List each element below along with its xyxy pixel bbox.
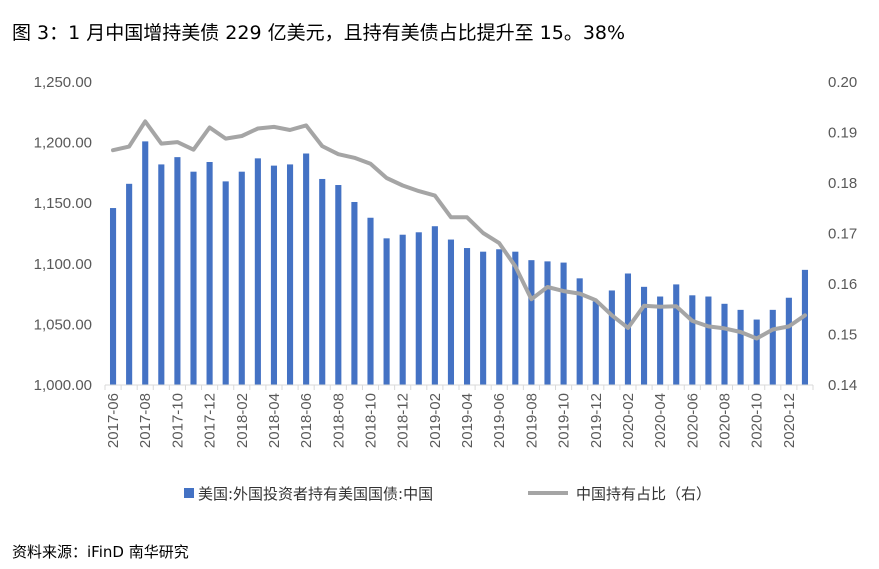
left-tick-label: 1,100.00 [34, 256, 92, 273]
bar [480, 251, 487, 385]
right-tick-label: 0.18 [828, 175, 857, 192]
bar [463, 248, 471, 385]
bar [270, 165, 278, 385]
bar [753, 319, 760, 385]
bar [512, 251, 519, 385]
right-axis-ticks: 0.14 0.15 0.16 0.17 0.18 0.19 0.20 [828, 74, 857, 394]
chart-title: 图 3：1 月中国增持美债 229 亿美元，且持有美债占比提升至 15。38% [12, 22, 626, 44]
bar [351, 201, 358, 385]
bar [544, 261, 551, 385]
right-tick-label: 0.15 [828, 327, 857, 344]
bar [576, 278, 583, 385]
bar [689, 295, 696, 385]
bar [222, 181, 229, 385]
right-tick-label: 0.19 [828, 125, 857, 142]
x-tick-label: 2017-06 [105, 393, 122, 448]
bar-series [109, 141, 809, 385]
bar [399, 234, 406, 385]
legend-label-line: 中国持有占比（右） [576, 485, 711, 503]
bar [206, 161, 213, 385]
line-series [111, 119, 807, 341]
bar [174, 157, 181, 385]
bar [496, 249, 503, 385]
x-tick-label: 2018-04 [266, 393, 283, 448]
x-tick-label: 2018-12 [395, 393, 412, 448]
bar [158, 164, 165, 385]
bar [319, 178, 326, 385]
ratio-line [111, 119, 807, 341]
bar [303, 153, 310, 385]
bar [737, 309, 744, 385]
x-tick-label: 2020-10 [749, 393, 766, 448]
bar [657, 296, 664, 385]
x-tick-label: 2020-12 [781, 393, 798, 448]
left-tick-label: 1,000.00 [34, 377, 92, 394]
legend: 美国:外国投资者持有美国国债:中国 中国持有占比（右） [184, 485, 711, 503]
source-note: 资料来源：iFinD 南华研究 [12, 543, 189, 561]
right-tick-label: 0.16 [828, 276, 857, 293]
bar [785, 297, 792, 385]
bar [415, 232, 422, 385]
x-tick-label: 2020-06 [684, 393, 701, 448]
left-tick-label: 1,150.00 [34, 195, 92, 212]
bar [528, 260, 535, 385]
bar [608, 290, 615, 385]
bar [705, 296, 712, 385]
x-tick-label: 2018-06 [298, 393, 315, 448]
x-tick-label: 2018-08 [330, 393, 347, 448]
bar [560, 262, 567, 385]
bar [238, 171, 245, 385]
bar [431, 226, 438, 385]
bar [286, 164, 294, 385]
right-tick-label: 0.14 [828, 377, 857, 394]
left-tick-label: 1,250.00 [34, 74, 92, 91]
x-tick-label: 2017-12 [202, 393, 219, 448]
bar [254, 158, 261, 385]
x-tick-label: 2019-10 [556, 393, 573, 448]
legend-bar-swatch [184, 488, 194, 498]
x-tick-label: 2019-08 [523, 393, 540, 448]
right-tick-label: 0.20 [828, 74, 857, 91]
x-tick-label: 2019-02 [427, 393, 444, 448]
bar [383, 238, 390, 385]
left-tick-label: 1,200.00 [34, 135, 92, 152]
bar [673, 284, 680, 385]
x-tick-label: 2019-12 [588, 393, 605, 448]
right-tick-label: 0.17 [828, 226, 857, 243]
x-tick-label: 2019-04 [459, 393, 476, 448]
x-axis-ticks: 2017-06 2017-08 2017-10 2017-12 2018-02 2018-… [104, 385, 814, 448]
bar [367, 217, 374, 385]
x-tick-label: 2020-02 [620, 393, 637, 448]
bar [142, 141, 149, 385]
bar [721, 303, 728, 385]
bar [447, 239, 455, 385]
x-tick-label: 2018-10 [363, 393, 380, 448]
bar [190, 171, 197, 385]
bar [592, 301, 599, 385]
x-tick-label: 2019-06 [491, 393, 508, 448]
legend-label-bar: 美国:外国投资者持有美国国债:中国 [198, 485, 433, 503]
bar [801, 269, 809, 385]
x-tick-label: 2017-10 [169, 393, 186, 448]
left-axis-ticks: 1,000.00 1,050.00 1,100.00 1,150.00 1,200.00… [34, 74, 92, 394]
left-tick-label: 1,050.00 [34, 316, 92, 333]
x-tick-label: 2020-04 [652, 393, 669, 448]
bar [640, 286, 648, 385]
bar [335, 185, 342, 385]
x-tick-label: 2017-08 [137, 393, 154, 448]
x-tick-label: 2018-02 [234, 393, 251, 448]
bar [109, 208, 117, 385]
x-tick-label: 2020-08 [717, 393, 734, 448]
chart-area: 1,000.00 1,050.00 1,100.00 1,150.00 1,200.00… [34, 74, 858, 503]
bar [769, 309, 776, 385]
bar [126, 183, 133, 385]
